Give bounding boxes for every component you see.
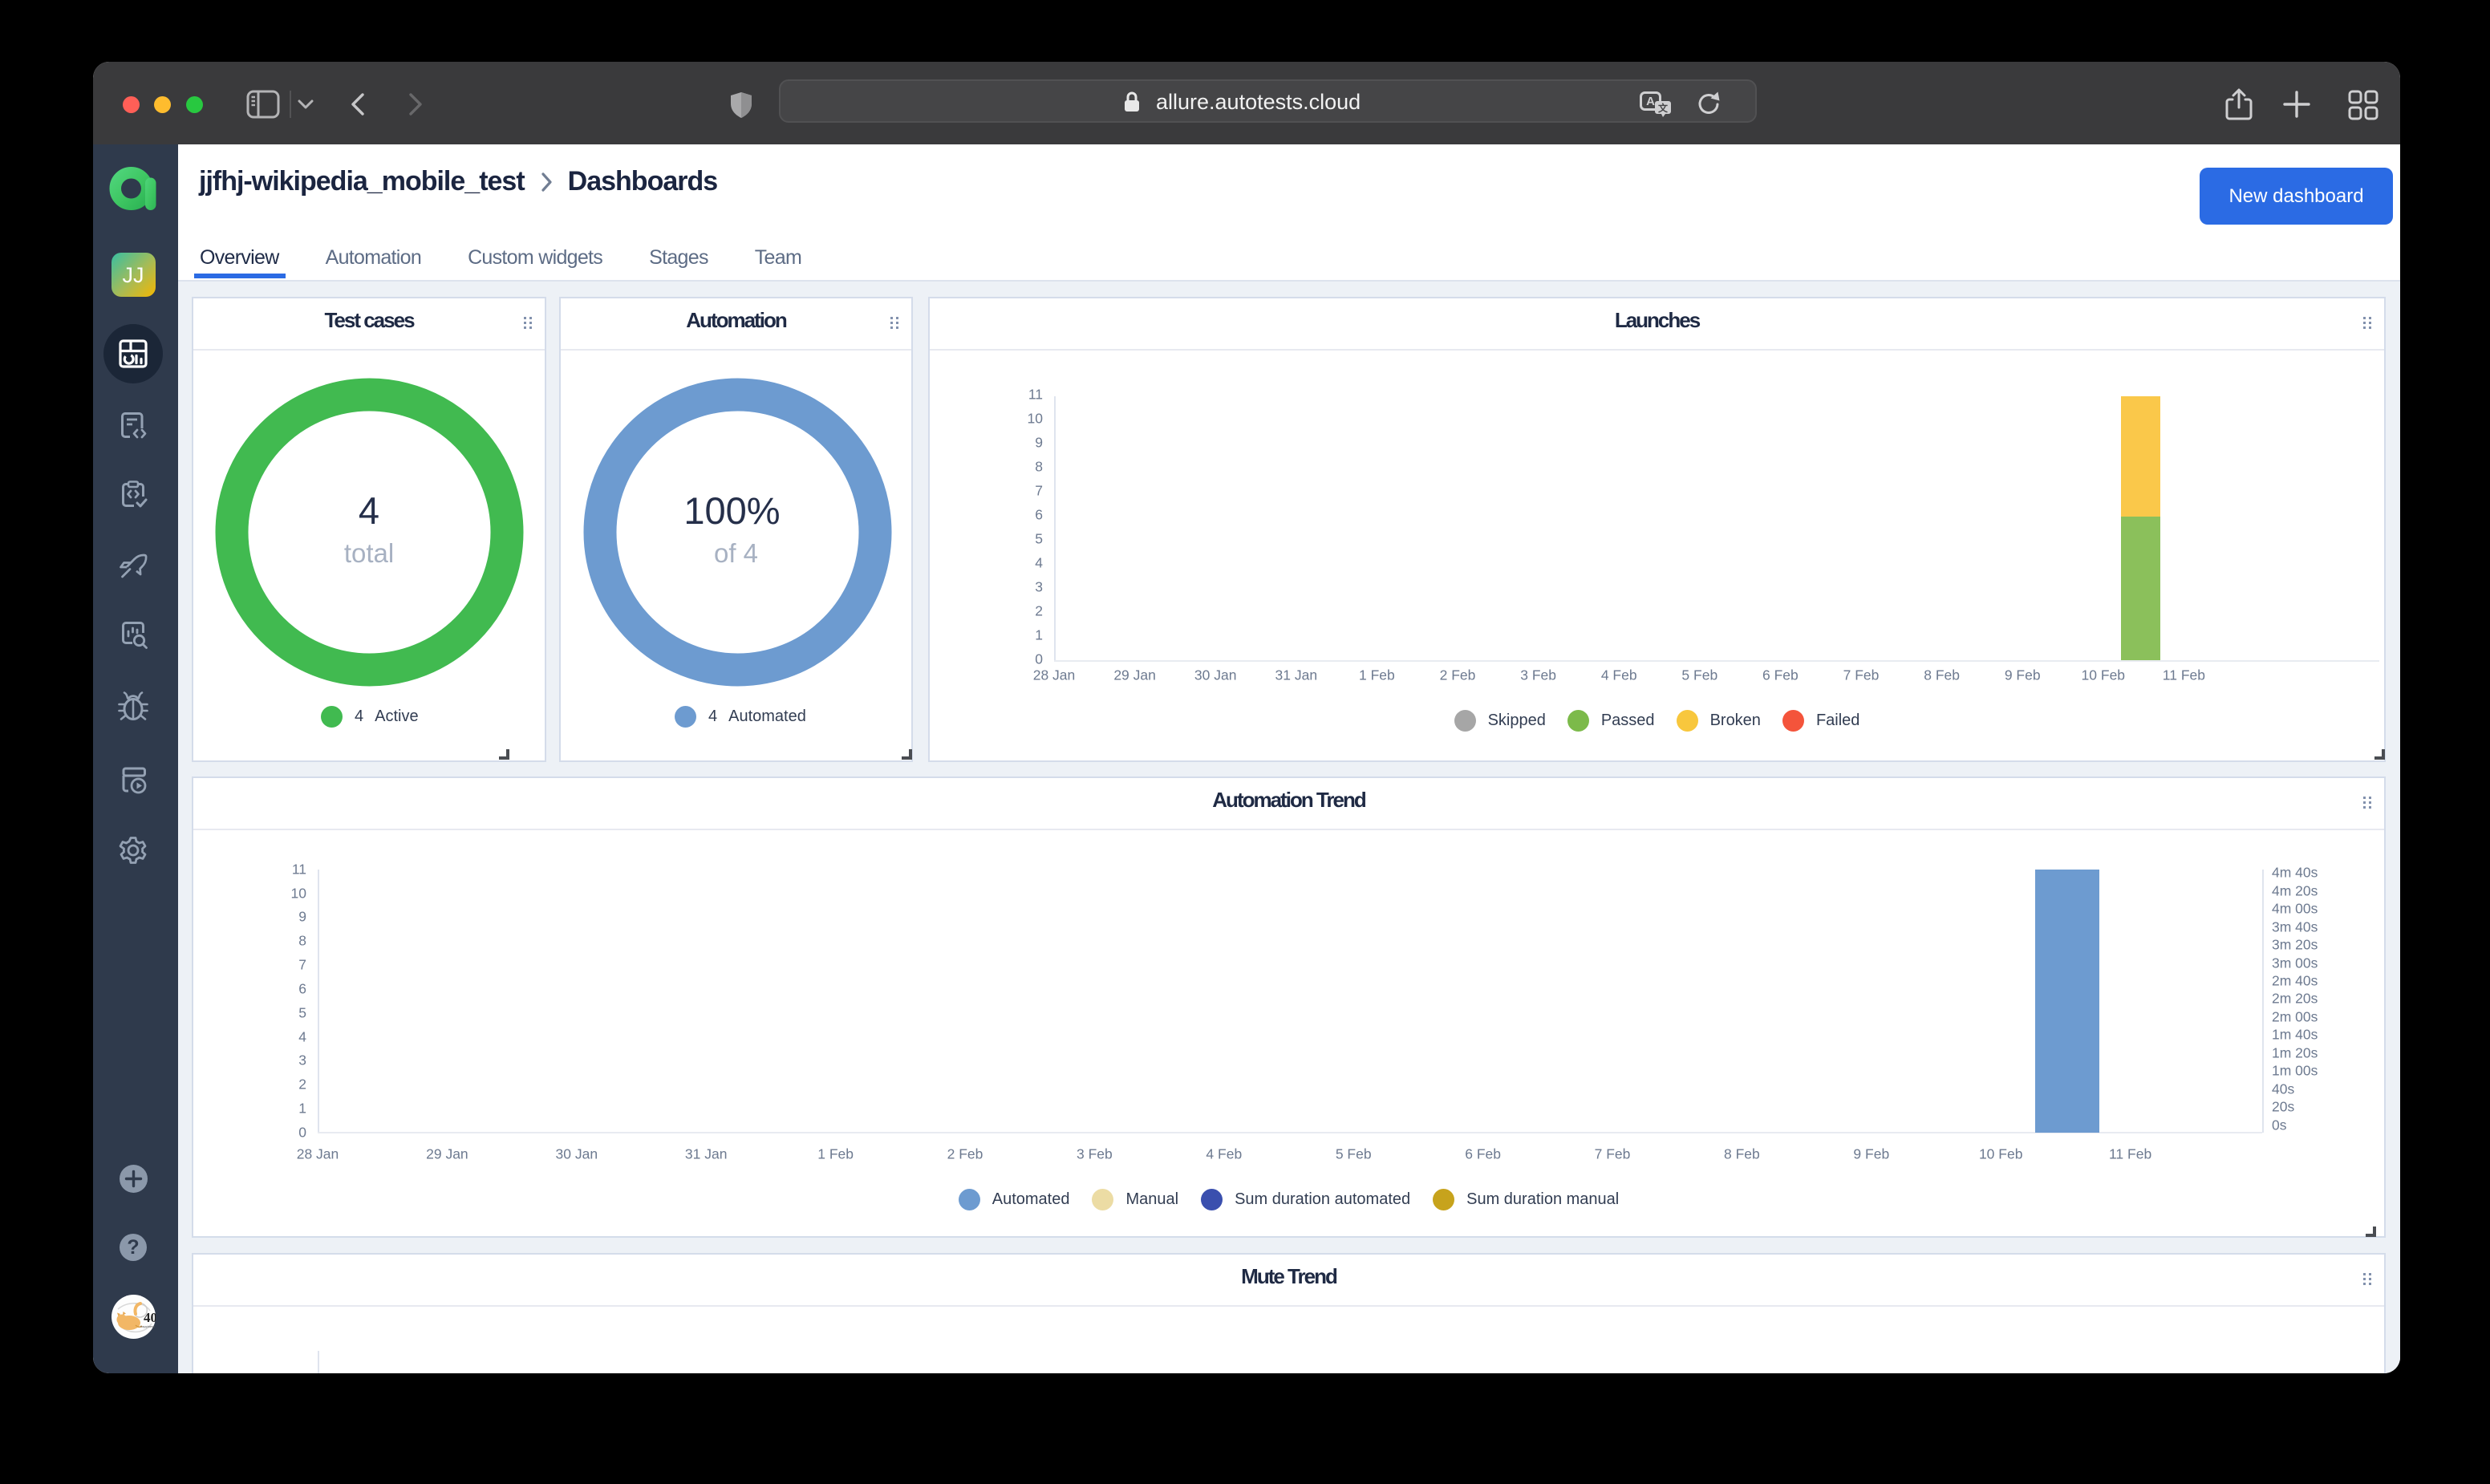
- svg-text:文: 文: [1658, 102, 1669, 114]
- svg-text:happiness is: happiness is: [140, 1324, 156, 1328]
- svg-text:A: A: [1646, 95, 1655, 108]
- svg-text:40: 40: [144, 1310, 156, 1325]
